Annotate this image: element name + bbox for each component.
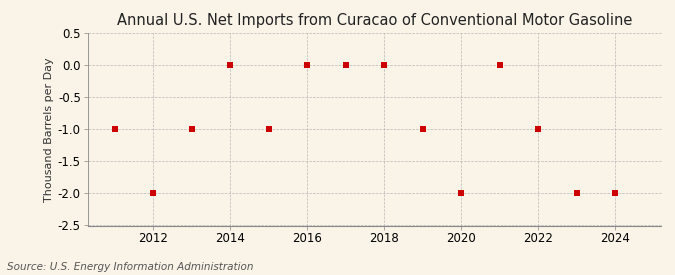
Point: [610, 191, 621, 196]
Point: [571, 191, 582, 196]
Point: [263, 127, 274, 131]
Point: [302, 63, 313, 67]
Point: [533, 127, 543, 131]
Point: [456, 191, 466, 196]
Text: Source: U.S. Energy Information Administration: Source: U.S. Energy Information Administ…: [7, 262, 253, 272]
Y-axis label: Thousand Barrels per Day: Thousand Barrels per Day: [44, 57, 53, 202]
Point: [340, 63, 351, 67]
Point: [186, 127, 197, 131]
Point: [494, 63, 505, 67]
Point: [417, 127, 428, 131]
Point: [379, 63, 389, 67]
Point: [148, 191, 159, 196]
Point: [225, 63, 236, 67]
Point: [109, 127, 120, 131]
Title: Annual U.S. Net Imports from Curacao of Conventional Motor Gasoline: Annual U.S. Net Imports from Curacao of …: [117, 13, 632, 28]
